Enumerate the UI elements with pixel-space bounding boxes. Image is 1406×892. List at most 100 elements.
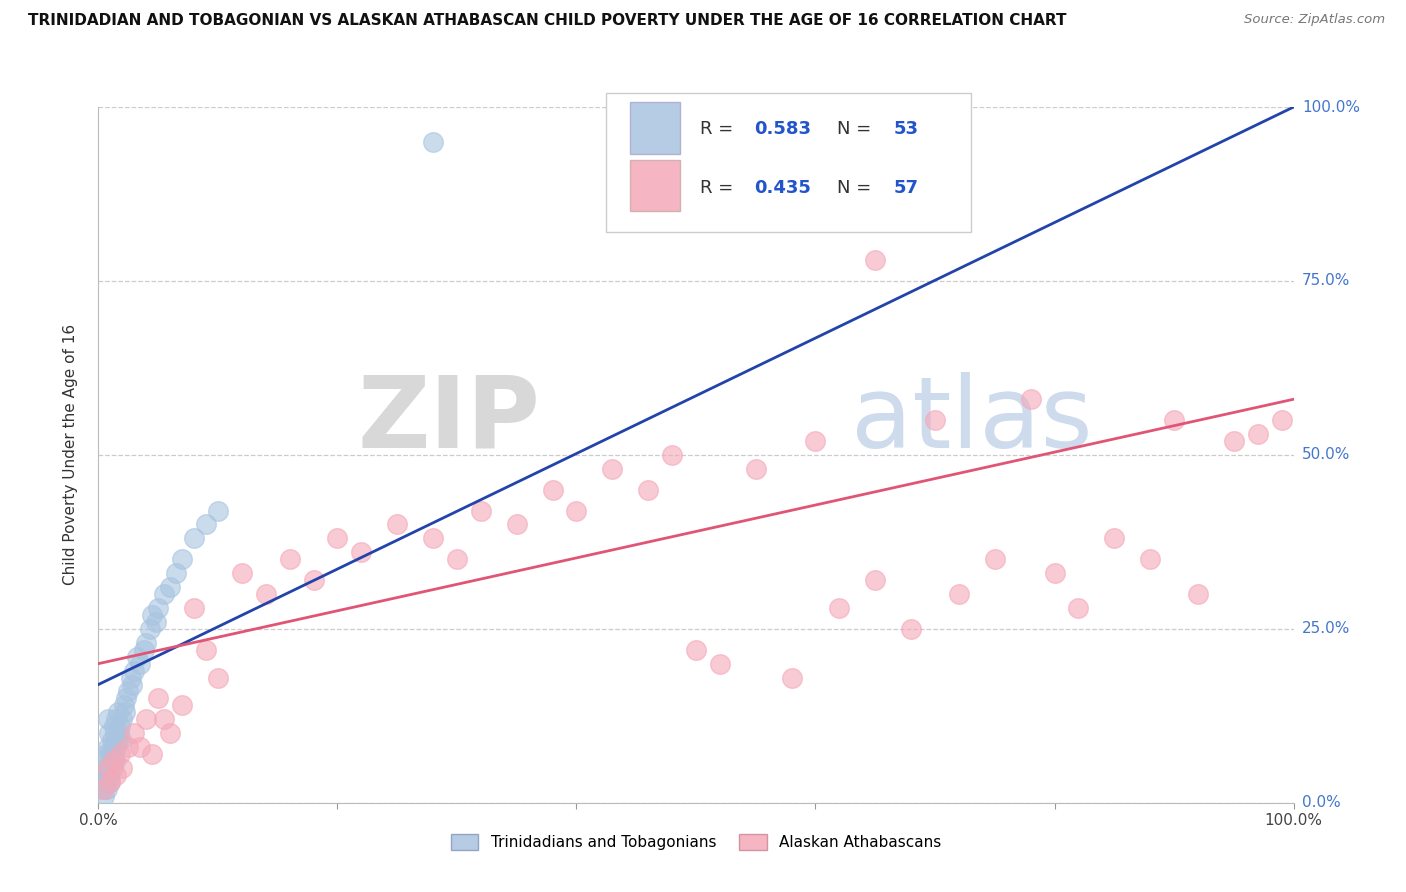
Point	[506, 517, 529, 532]
Point	[93, 781, 115, 796]
Text: 0.435: 0.435	[755, 178, 811, 197]
Text: R =: R =	[700, 120, 738, 138]
Point	[195, 517, 218, 532]
Point	[98, 726, 121, 740]
Point	[91, 781, 114, 796]
Point	[1247, 427, 1270, 442]
Point	[96, 781, 118, 796]
Point	[101, 761, 124, 775]
Point	[165, 566, 187, 581]
Point	[1019, 392, 1042, 407]
Text: N =: N =	[837, 120, 877, 138]
Point	[135, 712, 157, 726]
Point	[828, 601, 851, 615]
Point	[1104, 532, 1126, 546]
Point	[101, 740, 124, 755]
Point	[172, 698, 194, 713]
Point	[124, 664, 146, 678]
Point	[108, 747, 131, 761]
Text: atlas: atlas	[852, 372, 1092, 468]
Point	[107, 726, 129, 740]
Point	[111, 712, 134, 726]
Text: ZIP: ZIP	[357, 372, 541, 468]
Point	[105, 768, 128, 782]
Point	[865, 253, 887, 268]
Point	[637, 483, 659, 497]
Point	[1043, 566, 1066, 581]
Point	[107, 706, 129, 720]
Point	[97, 712, 120, 726]
Point	[183, 532, 205, 546]
Point	[135, 636, 157, 650]
Point	[98, 768, 121, 782]
Point	[98, 775, 122, 789]
Text: 50.0%: 50.0%	[1302, 448, 1350, 462]
Y-axis label: Child Poverty Under the Age of 16: Child Poverty Under the Age of 16	[63, 325, 77, 585]
Point	[115, 691, 138, 706]
Point	[148, 601, 170, 615]
Point	[105, 740, 128, 755]
Point	[709, 657, 731, 671]
Point	[326, 532, 349, 546]
Point	[172, 552, 194, 566]
Point	[100, 733, 122, 747]
Legend: Trinidadians and Tobagonians, Alaskan Athabascans: Trinidadians and Tobagonians, Alaskan At…	[443, 827, 949, 858]
Point	[350, 545, 373, 559]
Point	[103, 719, 125, 733]
Point	[97, 740, 120, 755]
Point	[98, 775, 122, 789]
Point	[1223, 434, 1246, 448]
Point	[145, 615, 167, 629]
Point	[385, 517, 409, 532]
Point	[1163, 413, 1185, 427]
Text: R =: R =	[700, 178, 738, 197]
Point	[129, 657, 152, 671]
Point	[96, 761, 118, 775]
Point	[685, 642, 707, 657]
Point	[125, 649, 148, 664]
Point	[153, 712, 176, 726]
Point	[121, 677, 143, 691]
Point	[100, 754, 122, 768]
Text: 0.0%: 0.0%	[1302, 796, 1340, 810]
Point	[108, 719, 131, 733]
Point	[94, 775, 117, 789]
Point	[112, 698, 135, 713]
Point	[93, 789, 115, 803]
Point	[101, 754, 124, 768]
Point	[105, 712, 128, 726]
Point	[141, 607, 163, 622]
Text: TRINIDADIAN AND TOBAGONIAN VS ALASKAN ATHABASCAN CHILD POVERTY UNDER THE AGE OF : TRINIDADIAN AND TOBAGONIAN VS ALASKAN AT…	[28, 13, 1067, 29]
Text: 100.0%: 100.0%	[1302, 100, 1360, 114]
Point	[111, 761, 134, 775]
Point	[159, 580, 181, 594]
FancyBboxPatch shape	[630, 103, 681, 153]
Point	[661, 448, 683, 462]
Point	[865, 573, 887, 587]
Point	[159, 726, 181, 740]
FancyBboxPatch shape	[630, 160, 681, 211]
Point	[107, 733, 129, 747]
Point	[114, 706, 136, 720]
Point	[148, 691, 170, 706]
Point	[984, 552, 1007, 566]
Point	[153, 587, 176, 601]
Point	[900, 622, 922, 636]
Point	[132, 642, 155, 657]
Point	[97, 761, 120, 775]
Point	[129, 740, 152, 755]
Point	[183, 601, 205, 615]
Point	[104, 726, 127, 740]
Text: 0.583: 0.583	[755, 120, 811, 138]
Point	[104, 754, 127, 768]
Point	[278, 552, 301, 566]
Point	[231, 566, 253, 581]
Point	[207, 503, 229, 517]
Point	[141, 747, 163, 761]
Point	[254, 587, 277, 601]
Point	[446, 552, 468, 566]
Point	[124, 726, 146, 740]
Point	[948, 587, 970, 601]
Point	[470, 503, 492, 517]
Point	[1067, 601, 1090, 615]
